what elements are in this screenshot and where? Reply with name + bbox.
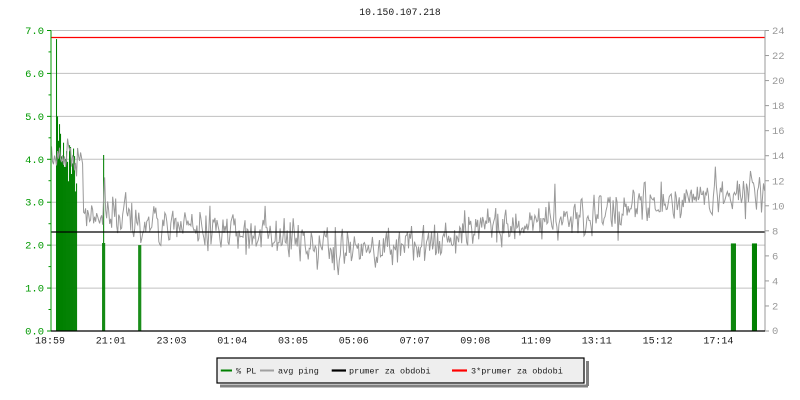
svg-text:18: 18	[772, 101, 785, 113]
svg-text:3.0: 3.0	[25, 198, 44, 210]
svg-text:20: 20	[772, 76, 785, 88]
svg-text:10: 10	[772, 201, 785, 213]
svg-text:03:05: 03:05	[278, 337, 308, 348]
svg-text:14: 14	[772, 151, 785, 163]
svg-text:8: 8	[772, 226, 778, 238]
svg-text:05:06: 05:06	[339, 337, 369, 348]
svg-text:01:04: 01:04	[217, 337, 247, 348]
svg-text:% PL: % PL	[236, 367, 256, 377]
svg-text:6.0: 6.0	[25, 69, 44, 81]
svg-text:21:01: 21:01	[96, 337, 126, 348]
svg-text:18:59: 18:59	[35, 337, 65, 348]
svg-text:11:09: 11:09	[521, 337, 551, 348]
svg-text:2.0: 2.0	[25, 241, 44, 253]
svg-text:6: 6	[772, 251, 778, 263]
svg-text:09:08: 09:08	[460, 337, 490, 348]
svg-text:12: 12	[772, 176, 785, 188]
svg-text:15:12: 15:12	[643, 337, 673, 348]
svg-text:2: 2	[772, 301, 778, 313]
svg-text:1.0: 1.0	[25, 284, 44, 296]
svg-text:24: 24	[772, 26, 785, 38]
svg-text:07:07: 07:07	[400, 337, 430, 348]
svg-text:4: 4	[772, 276, 778, 288]
svg-text:23:03: 23:03	[156, 337, 186, 348]
svg-text:4.0: 4.0	[25, 155, 44, 167]
svg-text:avg ping: avg ping	[278, 367, 319, 377]
svg-text:22: 22	[772, 51, 785, 63]
svg-text:16: 16	[772, 126, 785, 138]
svg-text:10.150.107.218: 10.150.107.218	[359, 7, 441, 18]
svg-text:7.0: 7.0	[25, 26, 44, 38]
svg-text:0: 0	[772, 326, 778, 338]
svg-text:5.0: 5.0	[25, 112, 44, 124]
svg-text:13:11: 13:11	[582, 337, 612, 348]
svg-text:prumer za obdobi: prumer za obdobi	[349, 367, 431, 377]
svg-text:17:14: 17:14	[703, 337, 733, 348]
svg-text:3*prumer za obdobi: 3*prumer za obdobi	[471, 367, 563, 377]
